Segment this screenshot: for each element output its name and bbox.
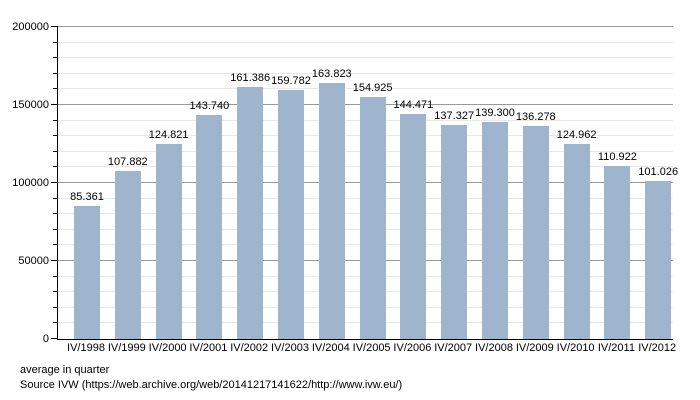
bar-IV/2002 xyxy=(237,87,264,339)
x-axis-tick-label: IV/2005 xyxy=(352,342,391,354)
x-axis-tick-label: IV/2012 xyxy=(638,342,677,354)
bar-IV/2006 xyxy=(400,113,427,339)
bar-IV/2009 xyxy=(522,126,549,339)
minor-gridline xyxy=(58,41,673,43)
x-axis-tick-label: IV/2006 xyxy=(393,342,432,354)
minor-gridline xyxy=(58,57,673,59)
bar-value-label: 144.471 xyxy=(393,98,434,111)
x-axis-tick-label: IV/2009 xyxy=(515,342,554,354)
bar-value-label: 154.925 xyxy=(352,82,393,95)
minor-gridline xyxy=(58,72,673,74)
chart-source: Source IVW (https://web.archive.org/web/… xyxy=(20,379,403,391)
x-axis-tick-label: IV/2010 xyxy=(556,342,595,354)
x-axis-tick-label: IV/2007 xyxy=(434,342,473,354)
bar-value-label: 101.026 xyxy=(638,166,679,179)
chart-caption: average in quarter xyxy=(20,364,110,376)
bar-value-label: 159.782 xyxy=(271,74,311,87)
bar-IV/1999 xyxy=(114,170,141,339)
bar-value-label: 85.361 xyxy=(70,190,104,203)
bar-IV/1998 xyxy=(74,205,100,339)
y-axis-tick xyxy=(53,135,58,137)
bar-IV/2003 xyxy=(278,89,304,339)
bar-value-label: 161.386 xyxy=(230,72,271,85)
bar-IV/2012 xyxy=(645,181,672,339)
bar-value-label: 137.327 xyxy=(434,109,475,122)
bar-IV/2001 xyxy=(196,114,223,339)
y-axis-tick-label: 100000 xyxy=(12,177,49,189)
y-axis-tick xyxy=(53,88,58,90)
y-axis-tick xyxy=(53,213,58,215)
x-axis-tick-label: IV/1999 xyxy=(107,342,146,354)
y-axis-tick-label: 150000 xyxy=(12,99,49,111)
bar-IV/2011 xyxy=(604,165,631,339)
y-axis-tick xyxy=(53,41,58,43)
bar-IV/2010 xyxy=(563,144,590,339)
bar-value-label: 143.740 xyxy=(189,99,230,112)
bar-IV/2000 xyxy=(155,144,182,339)
y-axis-tick xyxy=(51,338,58,339)
bar-value-label: 136.278 xyxy=(515,111,556,124)
y-axis-tick xyxy=(53,322,58,324)
bar-IV/2005 xyxy=(359,97,386,339)
y-axis-tick xyxy=(53,244,58,246)
y-axis-tick xyxy=(53,119,58,121)
y-axis-tick xyxy=(53,150,58,152)
y-axis-tick xyxy=(53,72,58,74)
y-axis-tick xyxy=(53,197,58,199)
bar-value-label: 124.962 xyxy=(556,129,597,142)
x-axis-tick-label: IV/2008 xyxy=(475,342,513,354)
y-axis-tick-label: 200000 xyxy=(12,21,49,33)
y-axis-tick xyxy=(53,57,58,59)
y-axis-tick xyxy=(51,26,58,27)
plot-area: 85.361 107.882 124.821 143.740 161.386 159.78… xyxy=(51,26,678,340)
bar-value-label: 139.300 xyxy=(475,106,515,119)
bar-value-label: 124.821 xyxy=(148,129,189,142)
y-axis-tick-label: 0 xyxy=(42,333,49,345)
major-gridline xyxy=(58,26,673,27)
bar-IV/2008 xyxy=(482,121,508,339)
y-axis-tick xyxy=(53,275,58,277)
bar-IV/2007 xyxy=(441,124,468,339)
x-axis-tick-label: IV/2002 xyxy=(230,342,269,354)
y-axis-tick xyxy=(53,166,58,168)
bar-IV/2004 xyxy=(318,83,345,339)
y-axis-tick-label: 50000 xyxy=(18,255,49,267)
x-axis-tick-label: IV/1998 xyxy=(67,342,105,354)
x-axis-tick-label: IV/2011 xyxy=(597,342,635,354)
minor-gridline xyxy=(58,88,673,90)
bar-value-label: 110.922 xyxy=(597,150,637,163)
y-axis-tick xyxy=(53,306,58,308)
bar-value-label: 163.823 xyxy=(311,68,352,81)
y-axis-tick xyxy=(51,104,58,105)
x-axis-tick-label: IV/2001 xyxy=(189,342,228,354)
x-axis-tick-label: IV/2003 xyxy=(271,342,309,354)
x-axis-tick-label: IV/2004 xyxy=(311,342,350,354)
bar-value-label: 107.882 xyxy=(107,155,148,168)
y-axis-tick xyxy=(51,182,58,183)
y-axis-tick xyxy=(51,260,58,261)
y-axis-tick xyxy=(53,291,58,293)
x-axis-tick-label: IV/2000 xyxy=(148,342,187,354)
y-axis-tick xyxy=(53,228,58,230)
